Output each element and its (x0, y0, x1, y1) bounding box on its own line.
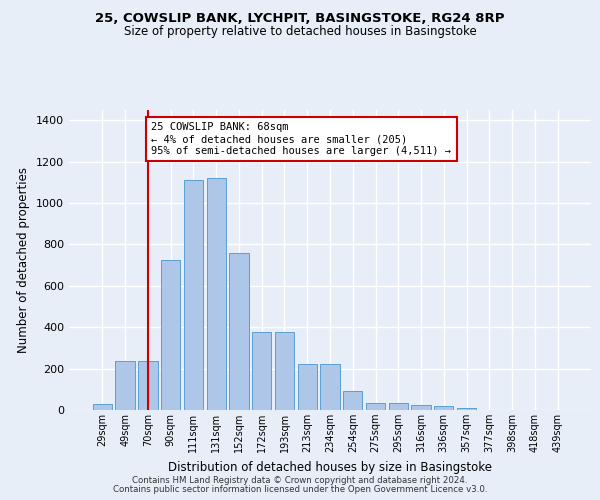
Text: 25 COWSLIP BANK: 68sqm
← 4% of detached houses are smaller (205)
95% of semi-det: 25 COWSLIP BANK: 68sqm ← 4% of detached … (151, 122, 451, 156)
Bar (161, 260, 181, 410)
Bar (184, 180, 203, 410)
Text: Size of property relative to detached houses in Basingstoke: Size of property relative to detached ho… (124, 25, 476, 38)
Bar (298, 364, 317, 410)
Bar (275, 332, 294, 410)
Text: Contains public sector information licensed under the Open Government Licence v3: Contains public sector information licen… (113, 484, 487, 494)
Bar (206, 178, 226, 410)
Bar (320, 364, 340, 410)
X-axis label: Distribution of detached houses by size in Basingstoke: Distribution of detached houses by size … (168, 460, 492, 473)
Text: Contains HM Land Registry data © Crown copyright and database right 2024.: Contains HM Land Registry data © Crown c… (132, 476, 468, 485)
Bar (138, 362, 158, 410)
Bar (366, 404, 385, 410)
Bar (434, 406, 454, 410)
Bar (229, 253, 248, 410)
Bar (343, 392, 362, 410)
Bar (412, 405, 431, 410)
Text: 25, COWSLIP BANK, LYCHPIT, BASINGSTOKE, RG24 8RP: 25, COWSLIP BANK, LYCHPIT, BASINGSTOKE, … (95, 12, 505, 26)
Bar (389, 404, 408, 410)
Bar (252, 332, 271, 410)
Bar (115, 362, 135, 410)
Y-axis label: Number of detached properties: Number of detached properties (17, 167, 31, 353)
Bar (457, 408, 476, 410)
Bar (93, 404, 112, 410)
